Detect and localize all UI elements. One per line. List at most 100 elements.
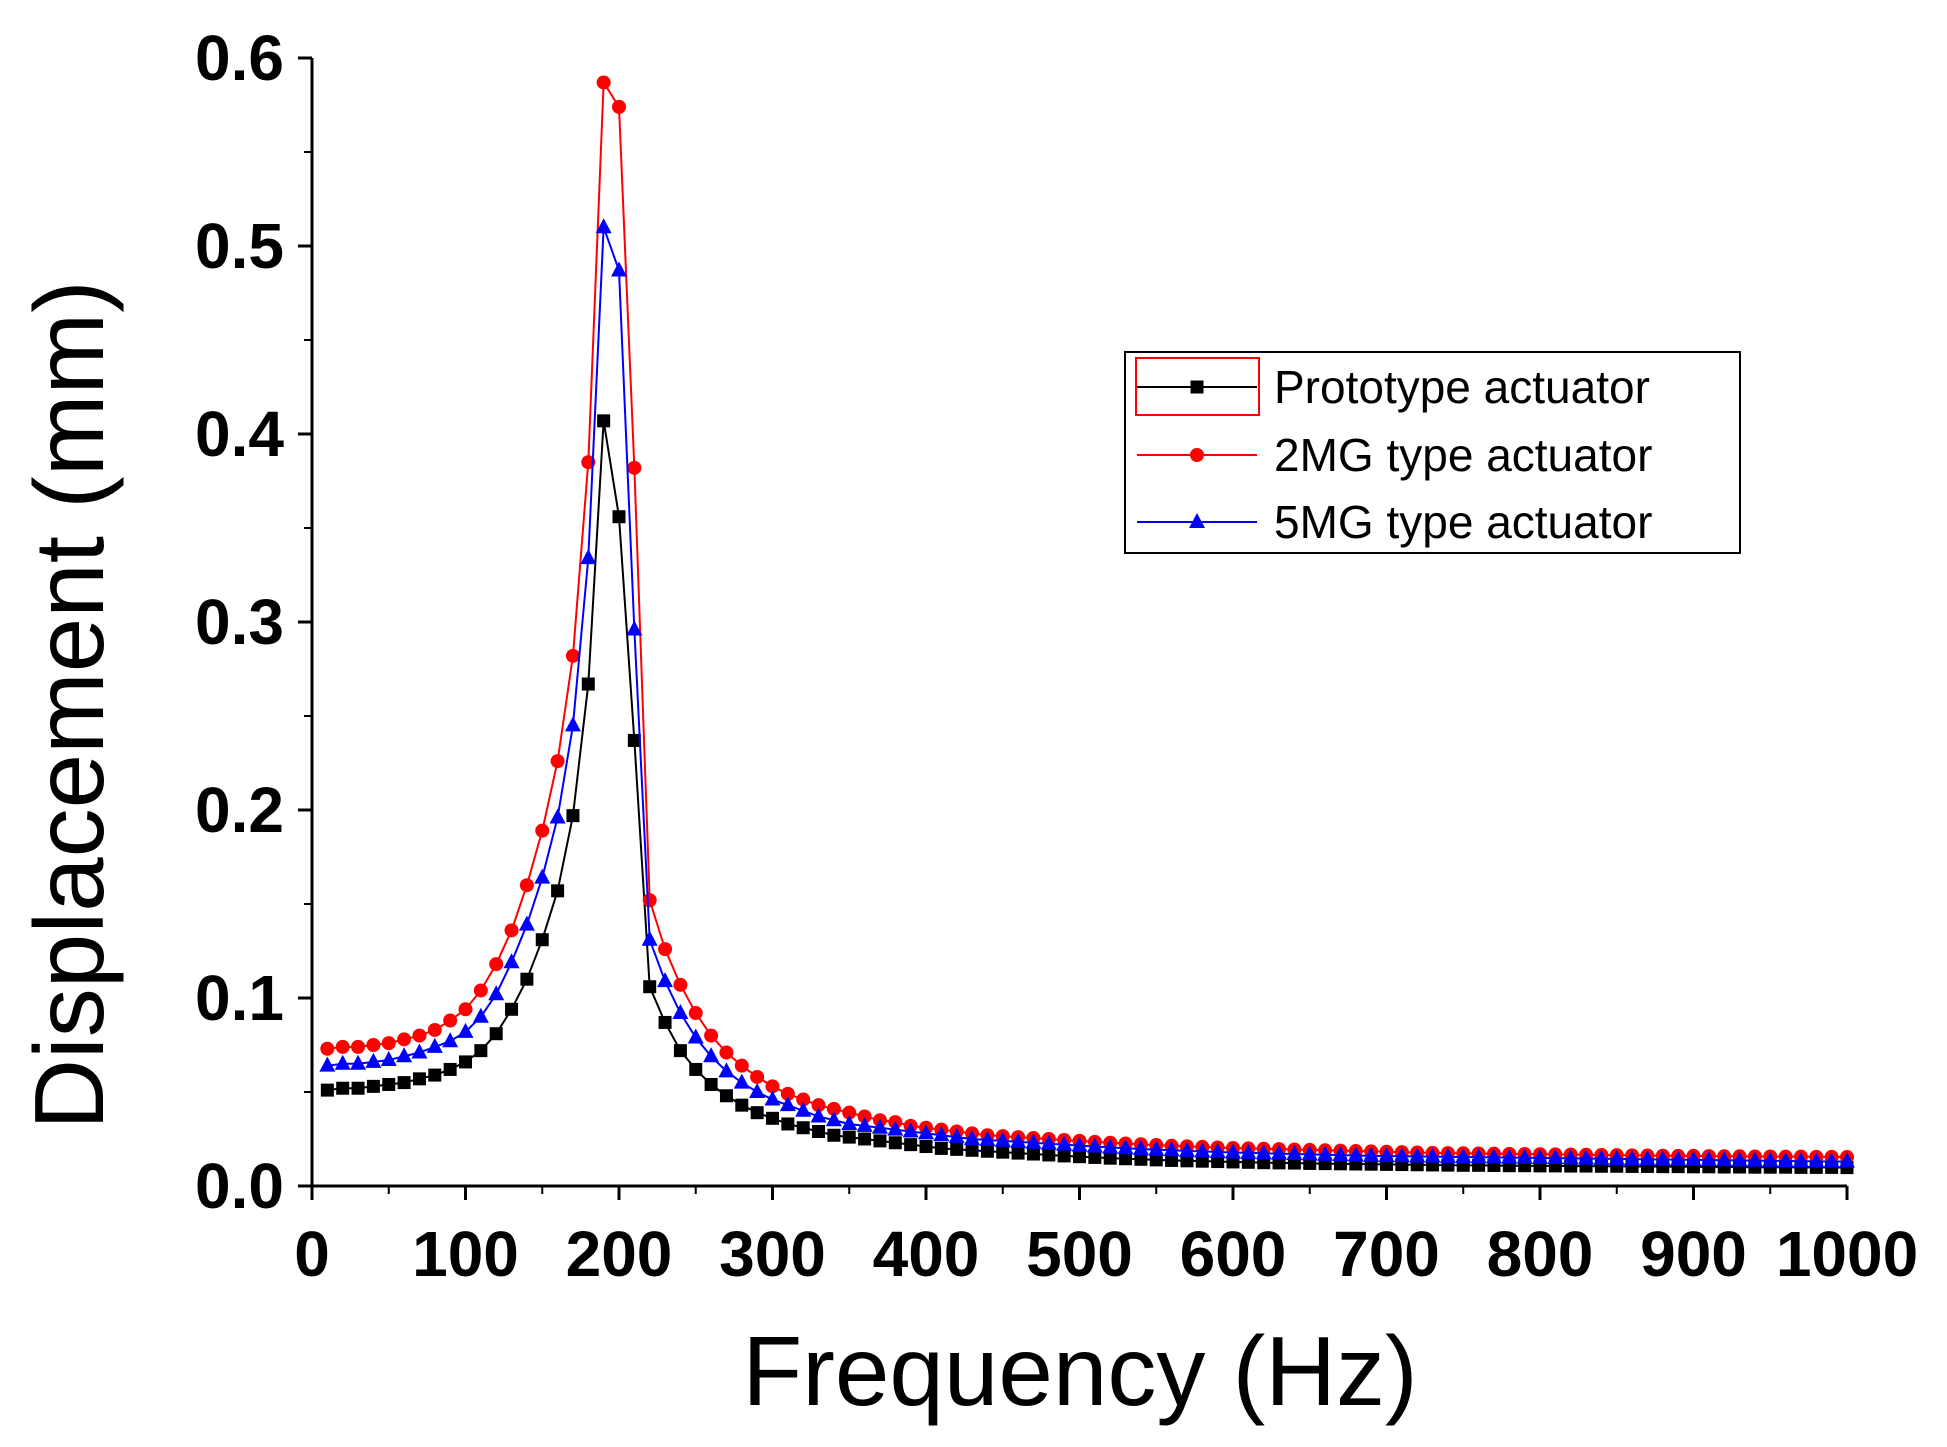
- x-tick-label: 0: [294, 1218, 330, 1290]
- series-line: [327, 420, 1848, 1169]
- data-point: [351, 1039, 366, 1054]
- data-point: [1241, 1155, 1255, 1169]
- data-point: [811, 1098, 826, 1113]
- data-point: [504, 923, 519, 938]
- data-point: [1025, 1133, 1042, 1149]
- data-point: [1393, 1147, 1410, 1163]
- data-point: [595, 218, 612, 234]
- data-point: [1485, 1148, 1502, 1164]
- data-point: [1026, 1147, 1040, 1161]
- data-point: [443, 1062, 457, 1076]
- data-point: [426, 1037, 443, 1053]
- data-point: [1716, 1151, 1733, 1167]
- data-point: [1255, 1144, 1272, 1160]
- data-point: [1578, 1149, 1595, 1165]
- data-point: [902, 1122, 919, 1138]
- data-point: [626, 620, 643, 636]
- data-point: [473, 983, 488, 998]
- data-point: [749, 1083, 766, 1098]
- x-tick-label: 100: [412, 1218, 519, 1290]
- series-line: [327, 79, 1848, 1159]
- data-point: [734, 1058, 749, 1073]
- data-point: [641, 930, 658, 946]
- data-point: [1194, 1142, 1211, 1158]
- data-point: [704, 1028, 719, 1043]
- data-point: [1057, 1149, 1071, 1163]
- data-point: [1178, 1141, 1195, 1157]
- x-tick-label: 1000: [1776, 1218, 1918, 1290]
- data-point: [611, 261, 627, 277]
- data-point: [689, 1062, 703, 1076]
- data-point: [1056, 1135, 1073, 1151]
- data-point: [1119, 1152, 1133, 1166]
- data-point: [350, 1054, 367, 1070]
- data-point: [1148, 1140, 1165, 1156]
- data-point: [1731, 1151, 1748, 1167]
- data-point: [1257, 1156, 1271, 1170]
- data-point: [1102, 1138, 1119, 1154]
- data-point: [564, 716, 581, 732]
- data-point: [520, 972, 534, 986]
- data-point: [457, 1022, 474, 1038]
- data-point: [535, 823, 550, 838]
- data-point: [427, 1022, 442, 1037]
- y-tick-label: 0.0: [195, 1150, 284, 1222]
- data-point: [1792, 1152, 1809, 1168]
- data-point: [505, 1002, 519, 1016]
- data-point: [810, 1107, 827, 1123]
- y-tick-label: 0.6: [195, 22, 284, 94]
- data-point: [459, 1055, 472, 1069]
- data-point: [1363, 1146, 1380, 1162]
- data-point: [1639, 1150, 1656, 1166]
- data-point: [780, 1086, 795, 1101]
- x-tick-label: 500: [1026, 1218, 1133, 1290]
- data-point: [627, 733, 641, 747]
- x-tick-label: 200: [566, 1218, 673, 1290]
- data-point: [704, 1077, 718, 1091]
- data-point: [888, 1136, 902, 1150]
- data-point: [842, 1105, 857, 1120]
- data-point: [841, 1114, 858, 1130]
- data-point: [1240, 1143, 1257, 1159]
- data-point: [873, 1134, 887, 1148]
- data-point: [919, 1140, 933, 1154]
- data-point: [642, 893, 657, 908]
- data-point: [550, 754, 565, 769]
- data-point: [1378, 1147, 1395, 1163]
- data-point: [489, 1027, 503, 1041]
- x-tick-label: 400: [873, 1218, 980, 1290]
- data-point: [703, 1047, 720, 1063]
- data-point: [1132, 1139, 1149, 1155]
- data-point: [1317, 1145, 1334, 1161]
- data-point: [1103, 1151, 1117, 1165]
- data-point: [1670, 1150, 1687, 1166]
- data-point: [336, 1081, 350, 1095]
- data-point: [672, 1004, 689, 1020]
- data-point: [442, 1032, 459, 1048]
- data-point: [1654, 1150, 1671, 1166]
- data-point: [750, 1069, 765, 1084]
- data-point: [1501, 1148, 1518, 1164]
- data-point: [796, 1121, 810, 1135]
- data-point: [1685, 1150, 1702, 1166]
- data-point: [1439, 1147, 1456, 1163]
- x-axis-tick-labels: 0 100 200 300 400 500 600 700 800 900 1000: [294, 1218, 1918, 1290]
- x-tick-label: 600: [1180, 1218, 1287, 1290]
- data-point: [856, 1116, 873, 1132]
- data-point: [766, 1111, 779, 1125]
- data-point: [1301, 1145, 1318, 1161]
- data-point: [657, 972, 674, 988]
- data-point: [320, 1083, 334, 1097]
- data-point: [904, 1138, 918, 1152]
- data-point: [503, 953, 520, 969]
- y-axis-tick-labels: 0.0 0.1 0.2 0.3 0.4 0.5 0.6: [195, 22, 284, 1222]
- series-line: [327, 226, 1847, 1163]
- data-point: [488, 985, 505, 1001]
- data-point: [980, 1144, 994, 1158]
- data-point: [825, 1111, 842, 1127]
- data-point: [458, 1002, 473, 1017]
- data-point: [718, 1062, 735, 1078]
- data-point: [795, 1101, 812, 1117]
- data-point: [1516, 1148, 1533, 1164]
- data-point: [534, 868, 551, 884]
